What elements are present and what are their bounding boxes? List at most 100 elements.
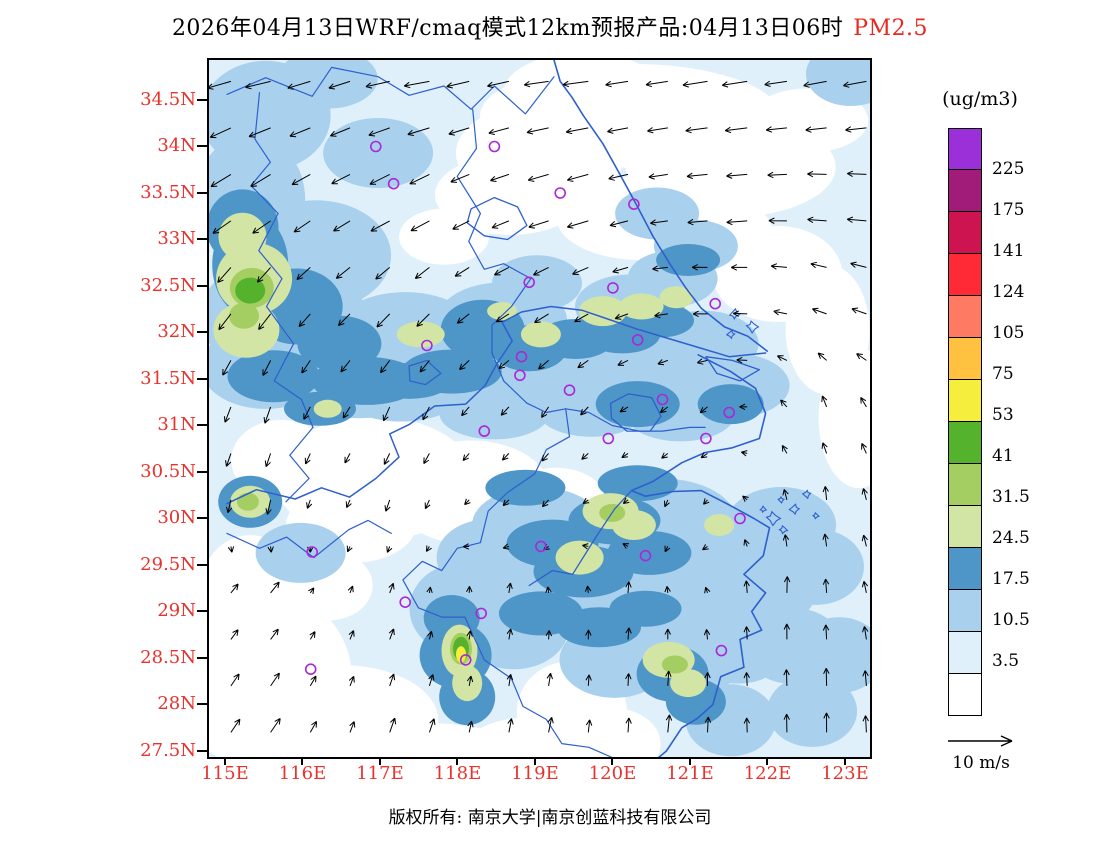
lat-tick-mark	[197, 145, 207, 148]
lat-tick-label: 33N	[157, 228, 196, 250]
map-line-chaohu-lake	[408, 359, 442, 386]
lon-tick-label: 118E	[433, 763, 482, 784]
page-title: 2026年04月13日WRF/cmaq模式12km预报产品:04月13日06时 P…	[0, 10, 1100, 42]
colorbar-cell	[948, 128, 982, 170]
colorbar-cell	[948, 338, 982, 380]
lon-tick-mark	[843, 757, 846, 765]
colorbar-cell	[948, 464, 982, 506]
lat-tick-mark	[197, 191, 207, 194]
colorbar-boundary-label: 105	[992, 323, 1025, 343]
title-main: 2026年04月13日WRF/cmaq模式12km预报产品:04月13日06时	[171, 16, 844, 41]
wind-scale-legend: 10 m/s	[946, 732, 1036, 773]
lat-tick-mark	[197, 238, 207, 241]
contour-layer-pm-53to75	[456, 646, 466, 663]
map-line-coast-south	[630, 354, 771, 757]
lat-tick-label: 28N	[157, 693, 196, 715]
lat-tick-mark	[197, 98, 207, 101]
lon-tick-mark	[223, 757, 226, 765]
colorbar-cell	[948, 548, 982, 590]
lat-tick-label: 28.5N	[140, 646, 196, 668]
lat-tick-mark	[197, 377, 207, 380]
lon-tick-label: 119E	[511, 763, 559, 784]
map-line-yangtze-river	[226, 305, 767, 505]
colorbar-boundary-label: 3.5	[992, 651, 1020, 671]
lat-tick-label: 31N	[157, 414, 196, 436]
colorbar-cell	[948, 422, 982, 464]
colorbar-cell	[948, 170, 982, 212]
title-variable-pm25: PM2.5	[853, 16, 929, 41]
colorbar-cell	[948, 674, 982, 716]
wind-scale-arrow-icon	[948, 735, 1013, 747]
colorbar-cell	[948, 506, 982, 548]
lon-tick-label: 117E	[356, 763, 404, 784]
colorbar-boundary-label: 31.5	[992, 487, 1030, 507]
station-markers	[304, 140, 746, 676]
pm25-contour-map	[209, 60, 870, 757]
colorbar-boundary-label: 225	[992, 159, 1025, 179]
map-line-taihu-lake	[609, 393, 662, 432]
lat-tick-label: 34.5N	[140, 88, 196, 110]
lon-tick-label: 121E	[666, 763, 714, 784]
lon-tick-mark	[301, 757, 304, 765]
colorbar-cell	[948, 254, 982, 296]
lat-tick-label: 29.5N	[140, 553, 196, 575]
lon-tick-label: 123E	[821, 763, 869, 784]
lat-tick-mark	[197, 331, 207, 334]
lat-tick-mark	[197, 563, 207, 566]
colorbar-boundary-label: 10.5	[992, 610, 1030, 630]
colorbar-cell	[948, 296, 982, 338]
lon-tick-mark	[456, 757, 459, 765]
colorbar-cell	[948, 380, 982, 422]
colorbar-boundary-label: 75	[992, 364, 1014, 384]
lat-tick-label: 29N	[157, 600, 196, 622]
lat-tick-label: 33.5N	[140, 181, 196, 203]
colorbar-boundary-label: 41	[992, 446, 1014, 466]
map-line-border-henan-anhui	[250, 92, 314, 503]
lon-tick-mark	[766, 757, 769, 765]
map-line-qiantang-river	[528, 489, 633, 587]
colorbar-cell	[948, 212, 982, 254]
lon-tick-label: 120E	[588, 763, 637, 784]
lon-tick-label: 115E	[201, 763, 249, 784]
colorbar-boundary-label: 175	[992, 200, 1025, 220]
map-frame	[207, 58, 872, 759]
lon-tick-mark	[378, 757, 381, 765]
colorbar-boundary-label: 141	[992, 241, 1025, 261]
colorbar	[948, 128, 982, 716]
map-line-border-anhui-zhejiang-jiangxi	[402, 408, 613, 757]
colorbar-boundary-label: 24.5	[992, 528, 1030, 548]
lat-tick-label: 30N	[157, 507, 196, 529]
copyright-footer: 版权所有: 南京大学|南京创蓝科技有限公司	[388, 808, 712, 828]
wind-vector-arrows	[209, 80, 869, 733]
lat-tick-mark	[197, 517, 207, 520]
colorbar-boundary-label: 124	[992, 282, 1025, 302]
map-line-hongze-lake	[466, 196, 528, 241]
lat-tick-label: 34N	[157, 135, 196, 157]
map-line-border-jiangsu-zhejiang	[565, 408, 706, 432]
lat-tick-label: 32.5N	[140, 274, 196, 296]
map-line-border-jiangxi-hubei	[226, 519, 392, 559]
lon-tick-mark	[611, 757, 614, 765]
lat-tick-mark	[197, 703, 207, 706]
lon-tick-mark	[688, 757, 691, 765]
lat-tick-label: 27.5N	[140, 739, 196, 761]
wind-scale-label: 10 m/s	[952, 753, 1010, 773]
lat-tick-mark	[197, 610, 207, 613]
lat-tick-mark	[197, 656, 207, 659]
lat-tick-label: 32N	[157, 321, 196, 343]
lon-tick-mark	[533, 757, 536, 765]
map-line-coast-north	[553, 60, 768, 352]
map-line-chongming-island	[705, 356, 761, 382]
island-outlines	[725, 307, 820, 535]
lat-tick-label: 31.5N	[140, 367, 196, 389]
map-line-border-north	[226, 66, 555, 115]
colorbar-title: (ug/m3)	[942, 88, 1018, 110]
lat-tick-mark	[197, 749, 207, 752]
map-line-border-anhui-jiangsu	[456, 108, 567, 414]
lon-tick-label: 122E	[743, 763, 792, 784]
colorbar-cell	[948, 632, 982, 674]
lat-tick-mark	[197, 470, 207, 473]
lon-tick-label: 116E	[278, 763, 327, 784]
lat-tick-mark	[197, 424, 207, 427]
colorbar-cell	[948, 590, 982, 632]
